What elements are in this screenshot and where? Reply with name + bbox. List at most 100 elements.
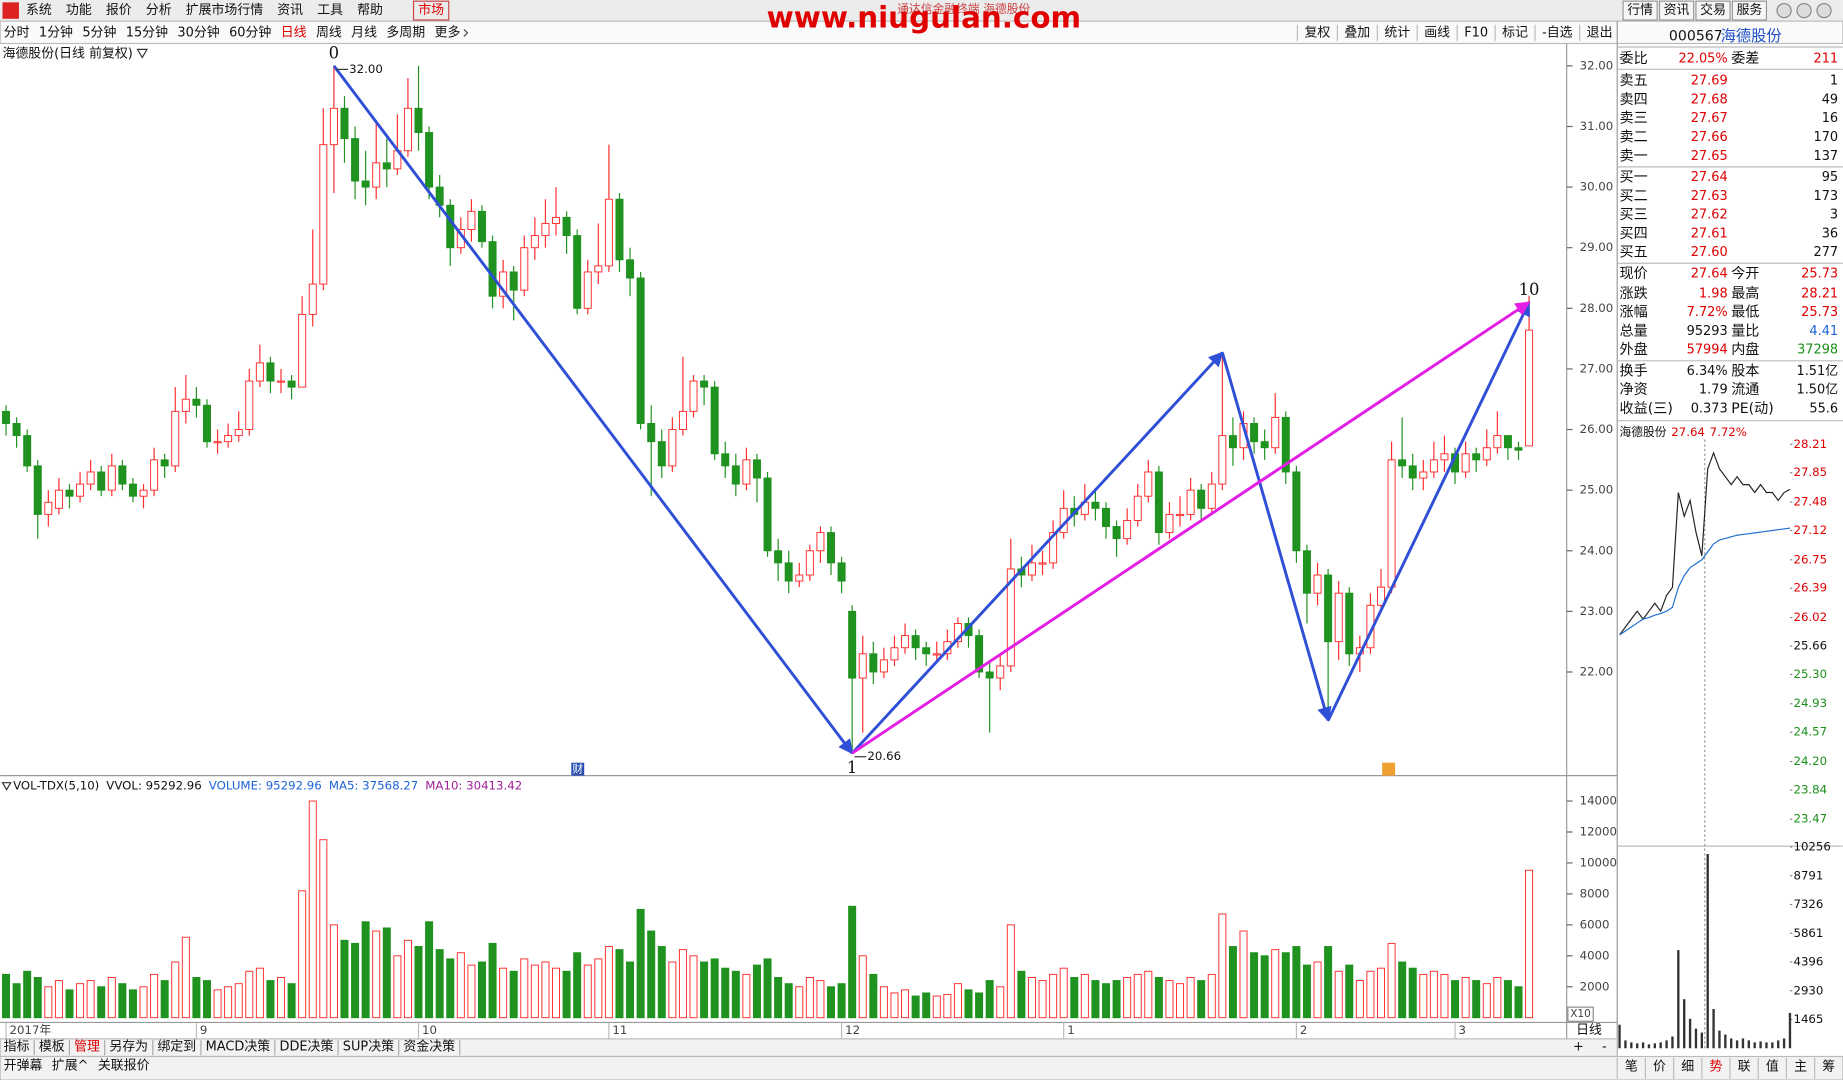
quote-value: 37298 [1797,343,1838,358]
side-button[interactable]: 筹 [1822,1059,1835,1075]
bottom-tab[interactable]: DDE决策 [280,1039,334,1055]
bottom-tab[interactable]: 扩展^ [52,1058,89,1073]
x-tick-label: 3 [1459,1023,1466,1037]
y-tick-label: 27.12 [1793,523,1827,537]
menu-item[interactable]: 扩展市场行情 [186,2,264,18]
tool-button[interactable]: 标记 [1502,25,1528,40]
maximize-button[interactable] [1796,2,1812,19]
period-tab[interactable]: 60分钟 [229,24,271,40]
period-tab[interactable]: 15分钟 [126,24,168,40]
volume-bar [1345,964,1354,1019]
quote-value: 27.64 [1691,266,1728,281]
side-button[interactable]: 细 [1681,1060,1694,1075]
window-button-label[interactable]: 行情 [1627,3,1653,18]
period-tab[interactable]: 月线 [351,25,377,40]
bottom-tab[interactable]: 模板 [39,1040,65,1055]
bottom-tab[interactable]: 资金决策 [403,1039,455,1055]
period-tab[interactable]: 日线 [281,25,307,40]
window-button[interactable] [1658,0,1695,21]
candle-body [869,653,878,673]
tool-button[interactable]: F10 [1464,25,1488,40]
event-icon[interactable] [571,762,585,776]
window-button-label[interactable]: 服务 [1737,2,1763,18]
volume-bar [1197,980,1206,1019]
tool-button[interactable]: -自选 [1542,25,1573,40]
tool-button[interactable]: 统计 [1384,25,1410,40]
window-button[interactable] [1622,0,1658,21]
period-tab[interactable]: 分时 [4,25,30,40]
intraday-price: 27.64 [1671,425,1705,439]
side-button[interactable]: 主 [1794,1060,1807,1075]
candle-body [742,459,751,485]
candle-body [1186,489,1195,515]
candle-body [192,398,201,406]
volume-bar [795,986,804,1019]
volume-bar [287,983,296,1019]
period-tab[interactable]: 周线 [316,25,342,40]
market-tab[interactable]: 市场 [418,2,444,18]
window-button[interactable] [1731,0,1768,21]
menu-item[interactable]: 系统 [26,3,52,18]
bottom-tab[interactable]: 关联报价 [98,1058,150,1073]
intraday-volume-bar [1647,1044,1651,1049]
market-tab-box[interactable] [412,0,450,21]
quote-value: 1.50亿 [1796,383,1838,398]
intraday-volume-bar [1730,1038,1733,1049]
period-indicator[interactable]: 日线 [1576,1023,1602,1038]
menu-item[interactable]: 帮助 [357,3,383,18]
bottom-tab[interactable]: 另存为 [109,1040,148,1055]
bottom-control[interactable]: - [1602,1040,1607,1055]
window-button-label[interactable]: 资讯 [1664,3,1690,18]
intraday-volume-bar [1641,1042,1645,1049]
tool-button[interactable]: 退出 [1587,25,1613,40]
side-button[interactable]: 联 [1738,1060,1751,1075]
event-icon[interactable] [1382,762,1396,776]
close-button[interactable] [1816,2,1832,19]
tool-button[interactable]: 画线 [1424,25,1450,40]
window-button-label[interactable]: 交易 [1700,2,1726,18]
volume-bar [996,986,1005,1019]
period-tab[interactable]: 更多 [435,25,461,40]
menu-item[interactable]: 工具 [317,3,343,18]
bottom-tab[interactable]: 管理 [74,1040,100,1055]
menu-item[interactable]: 功能 [66,3,92,18]
candle-body [1027,562,1036,576]
bottom-tab[interactable]: SUP决策 [343,1039,394,1055]
period-tab[interactable]: 多周期 [386,25,425,40]
event-icon-label[interactable]: 财 [572,763,583,776]
volume-bar [1429,970,1438,1019]
period-tab[interactable]: 5分钟 [82,24,116,40]
volume-bar [1102,983,1111,1019]
candle-body [329,107,338,146]
period-tab[interactable]: 1分钟 [39,24,73,40]
app-logo [2,2,19,19]
bottom-tab[interactable]: 开弹幕 [4,1058,43,1073]
volume-bar [329,924,338,1019]
x-tick-label: 1 [1067,1023,1074,1037]
minimize-button[interactable] [1776,2,1792,19]
candle-body [552,216,561,224]
intraday-volume-bar [1765,1042,1768,1049]
period-tab[interactable]: 30分钟 [177,24,219,40]
side-button[interactable]: 笔 [1625,1059,1638,1075]
volume-bar [499,967,508,1019]
candle-body [848,610,857,679]
bottom-tab[interactable]: MACD决策 [206,1039,271,1055]
volume-bar [65,989,74,1019]
bottom-tab[interactable]: 指标 [4,1040,30,1055]
y-tick-label: 29.00 [1580,240,1614,254]
volume-bar [1377,967,1385,1019]
tool-button[interactable]: 复权 [1304,24,1330,40]
window-button[interactable] [1695,0,1731,21]
bottom-control[interactable]: + [1573,1040,1584,1055]
quote-label: 委差 [1731,51,1759,67]
menu-item[interactable]: 资讯 [277,3,303,18]
menu-item[interactable]: 分析 [146,3,172,18]
bottom-tab[interactable]: 绑定到 [158,1040,197,1055]
menu-item[interactable]: 报价 [106,3,132,18]
side-button[interactable]: 值 [1766,1059,1779,1075]
tool-button[interactable]: 叠加 [1344,25,1370,40]
side-button[interactable]: 势 [1709,1059,1722,1075]
side-button[interactable]: 价 [1653,1060,1666,1075]
